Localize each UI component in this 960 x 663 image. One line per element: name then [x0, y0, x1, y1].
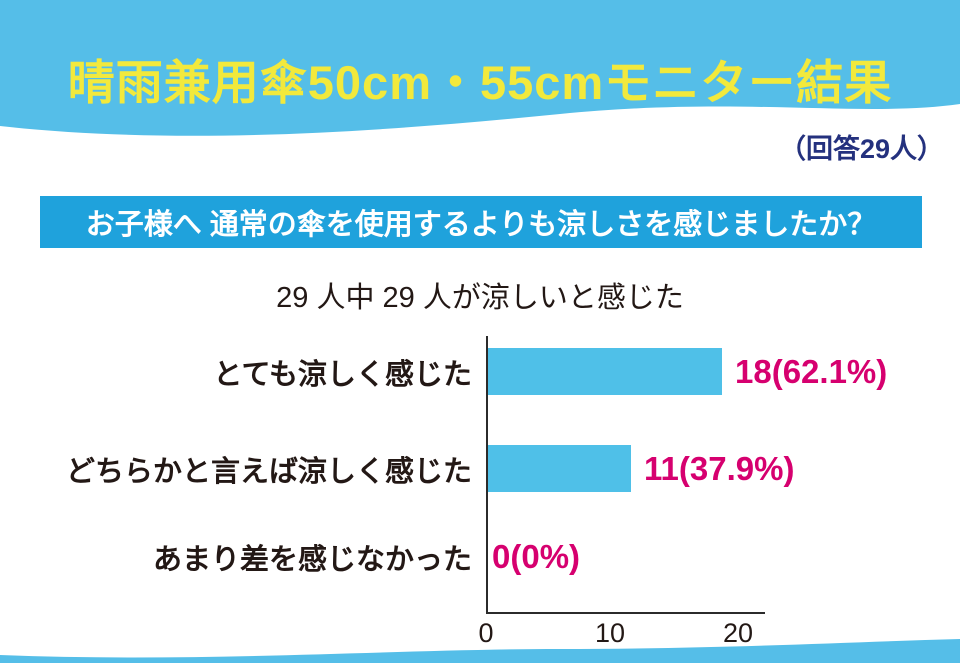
- bar-very-cool: [488, 348, 722, 395]
- y-axis-line: [486, 336, 488, 614]
- page-title: 晴雨兼用傘50cm・55cmモニター結果: [67, 56, 893, 109]
- bar-row: どちらかと言えば涼しく感じた 11(37.9%): [0, 445, 960, 492]
- question-banner: お子様へ 通常の傘を使用するよりも涼しさを感じましたか？: [40, 196, 922, 248]
- x-tick-20: 20: [722, 618, 754, 648]
- respondents-count-note: （回答29人）: [778, 134, 944, 164]
- category-label: あまり差を感じなかった: [152, 543, 472, 576]
- header-wave-banner: [0, 0, 960, 136]
- footer-wave-banner: [0, 639, 960, 663]
- bar-row: とても涼しく感じた 18(62.1%): [0, 348, 960, 395]
- x-tick-10: 10: [594, 618, 626, 648]
- value-label: 11(37.9%): [644, 449, 795, 487]
- chart-subtitle: 29 人中 29 人が涼しいと感じた: [276, 282, 684, 314]
- value-label: 18(62.1%): [735, 352, 888, 390]
- x-axis-line: [486, 612, 765, 614]
- x-tick-0: 0: [478, 618, 494, 648]
- bar-somewhat-cool: [488, 445, 631, 492]
- value-label: 0(0%): [492, 537, 581, 575]
- bar-row: あまり差を感じなかった 0(0%): [0, 533, 960, 580]
- question-text: お子様へ 通常の傘を使用するよりも涼しさを感じましたか？: [85, 209, 877, 241]
- category-label: とても涼しく感じた: [213, 358, 472, 391]
- category-label: どちらかと言えば涼しく感じた: [65, 455, 472, 488]
